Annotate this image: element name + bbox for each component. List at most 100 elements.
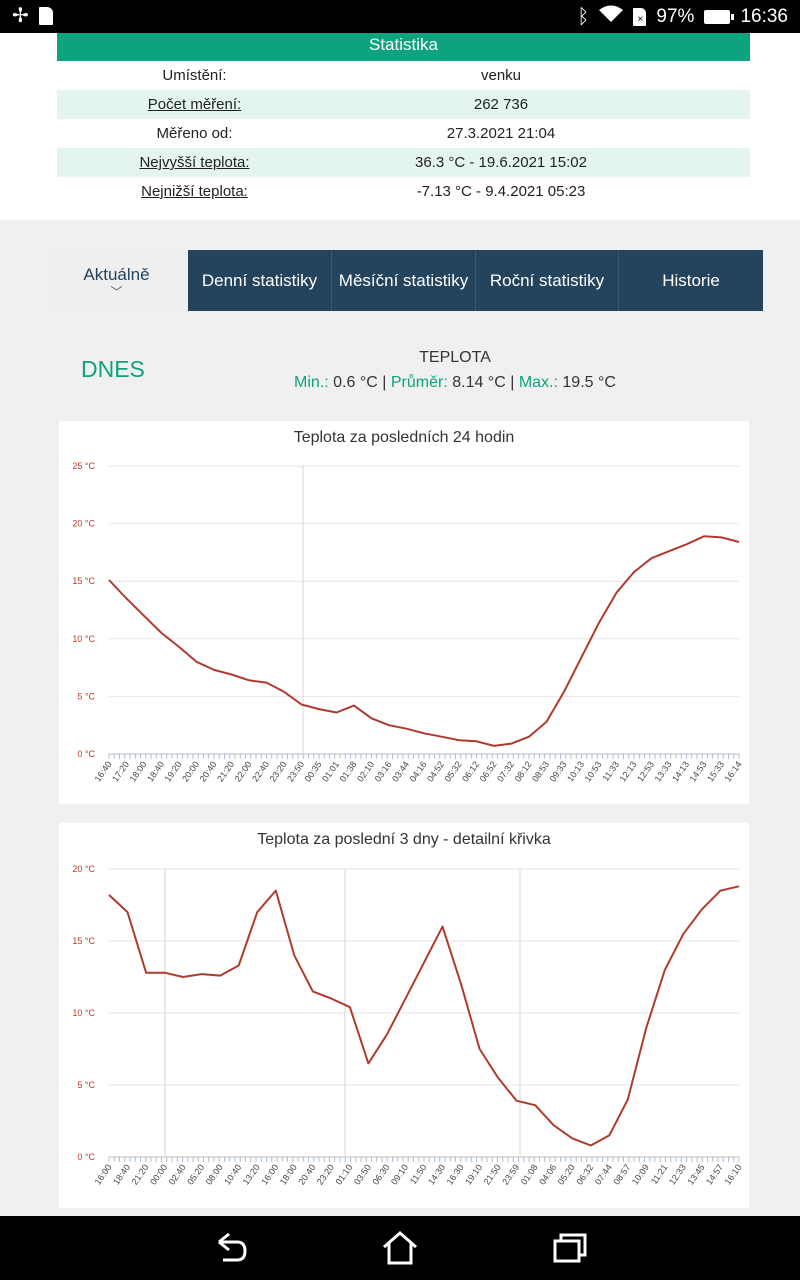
x-tick-label: 05:20 bbox=[185, 1162, 206, 1186]
max-label: Max.: bbox=[518, 374, 558, 391]
recent-apps-button[interactable] bbox=[550, 1230, 590, 1266]
x-tick-label: 17:20 bbox=[110, 759, 131, 783]
x-tick-label: 08:00 bbox=[204, 1162, 225, 1186]
today-label: DNES bbox=[81, 356, 145, 382]
x-tick-label: 21:50 bbox=[482, 1162, 503, 1186]
back-button[interactable] bbox=[211, 1230, 251, 1266]
x-tick-label: 16:00 bbox=[259, 1162, 280, 1186]
chart-title: Teplota za poslední 3 dny - detailní kři… bbox=[257, 831, 551, 848]
stats-value: 27.3.2021 21:04 bbox=[446, 125, 556, 142]
x-tick-label: 20:00 bbox=[180, 759, 201, 783]
tab-yearly-stats[interactable]: Roční statistiky bbox=[476, 250, 619, 311]
stats-section: Statistika Umístění: venku Počet měření:… bbox=[0, 33, 800, 220]
stats-value: 262 736 bbox=[473, 96, 529, 113]
stats-row-max: Nejvyšší teplota: 36.3 °C - 19.6.2021 15… bbox=[57, 148, 750, 177]
x-tick-label: 00:35 bbox=[303, 759, 324, 783]
tab-daily-stats[interactable]: Denní statistiky bbox=[188, 250, 332, 311]
x-tick-label: 01:08 bbox=[519, 1162, 540, 1186]
avg-label: Průměr: bbox=[390, 374, 448, 391]
x-tick-label: 20:40 bbox=[296, 1162, 317, 1186]
temperature-series-line bbox=[108, 535, 740, 747]
x-tick-label: 05:32 bbox=[443, 759, 464, 783]
y-tick-label: 0 °C bbox=[77, 1152, 95, 1162]
x-tick-label: 02:40 bbox=[167, 1162, 188, 1186]
tab-label: Roční statistiky bbox=[489, 270, 605, 290]
x-tick-label: 06:32 bbox=[574, 1162, 595, 1186]
chart-24h: 0 °C 5 °C 10 °C 15 °C 20 °C 25 °C 16:40 17:20 18… bbox=[59, 421, 749, 804]
stats-label-link[interactable]: Nejvyšší teplota: bbox=[139, 154, 250, 171]
x-tick-label: 15:33 bbox=[705, 759, 726, 783]
max-value: 19.5 °C bbox=[562, 374, 616, 391]
x-tick-label: 10:53 bbox=[583, 759, 604, 783]
x-tick-label: 18:00 bbox=[278, 1162, 299, 1186]
stats-row-min: Nejnižší teplota: -7.13 °C - 9.4.2021 05… bbox=[57, 177, 750, 206]
chart-3days-svg: 0 °C5 °C10 °C15 °C20 °C16:0018:4021:2000… bbox=[72, 864, 744, 1187]
clock: 16:36 bbox=[740, 5, 788, 27]
x-tick-label: 09:10 bbox=[389, 1162, 410, 1186]
x-tick-label: 07:44 bbox=[593, 1162, 614, 1186]
x-tick-label: 05:20 bbox=[556, 1162, 577, 1186]
x-tick-label: 23:50 bbox=[285, 759, 306, 783]
y-tick-label: 5 °C bbox=[77, 691, 95, 701]
chart-3days: 0 °C 5 °C 10 °C 15 °C 20 °C 16:00 18:40 21:20 00… bbox=[59, 823, 749, 1208]
x-tick-label: 08:57 bbox=[611, 1162, 632, 1186]
stats-label: Měřeno od: bbox=[156, 125, 233, 142]
x-tick-label: 16:30 bbox=[445, 1162, 466, 1186]
x-tick-label: 14:53 bbox=[688, 759, 709, 783]
no-sim-icon: × bbox=[633, 7, 647, 26]
x-tick-label: 08:12 bbox=[513, 759, 534, 783]
x-tick-label: 08:53 bbox=[530, 759, 551, 783]
separator: | bbox=[382, 374, 387, 391]
stats-row-location: Umístění: venku bbox=[57, 61, 750, 90]
tab-history[interactable]: Historie bbox=[619, 250, 763, 311]
tab-monthly-stats[interactable]: Měsíční statistiky bbox=[332, 250, 476, 311]
navigation-bar bbox=[0, 1216, 800, 1280]
stats-value: -7.13 °C - 9.4.2021 05:23 bbox=[416, 183, 586, 200]
x-tick-label: 11:21 bbox=[649, 1162, 670, 1186]
y-tick-label: 20 °C bbox=[72, 864, 95, 874]
x-tick-label: 10:09 bbox=[630, 1162, 651, 1186]
status-bar: ✢ ᛒ × 97% 16:36 bbox=[0, 0, 800, 33]
x-tick-label: 02:10 bbox=[355, 759, 376, 783]
x-tick-label: 11:33 bbox=[600, 759, 621, 783]
x-tick-label: 23:20 bbox=[315, 1162, 336, 1186]
stats-row-since: Měřeno od: 27.3.2021 21:04 bbox=[57, 119, 750, 148]
wifi-icon bbox=[599, 5, 624, 29]
x-tick-label: 12:13 bbox=[618, 759, 639, 783]
y-tick-label: 15 °C bbox=[72, 936, 95, 946]
x-tick-label: 01:10 bbox=[333, 1162, 354, 1186]
separator: | bbox=[510, 374, 515, 391]
x-tick-label: 19:20 bbox=[163, 759, 184, 783]
tab-label: Aktuálně bbox=[83, 264, 150, 284]
x-tick-label: 07:32 bbox=[495, 759, 516, 783]
x-tick-label: 13:33 bbox=[653, 759, 674, 783]
x-tick-label: 18:40 bbox=[111, 1162, 132, 1186]
x-tick-label: 22:40 bbox=[250, 759, 271, 783]
x-tick-label: 04:06 bbox=[537, 1162, 558, 1186]
stats-label-link[interactable]: Nejnižší teplota: bbox=[141, 183, 248, 200]
x-tick-label: 21:20 bbox=[130, 1162, 151, 1186]
x-tick-label: 23:20 bbox=[268, 759, 289, 783]
x-tick-label: 14:30 bbox=[426, 1162, 447, 1186]
sd-card-icon bbox=[38, 7, 53, 25]
y-tick-label: 15 °C bbox=[72, 576, 95, 586]
x-tick-label: 12:53 bbox=[635, 759, 656, 783]
x-tick-label: 03:16 bbox=[373, 759, 394, 783]
x-tick-label: 16:10 bbox=[723, 1162, 744, 1186]
x-tick-label: 16:14 bbox=[723, 759, 744, 783]
home-button[interactable] bbox=[380, 1230, 420, 1266]
temperature-series-line bbox=[108, 885, 740, 1147]
bluetooth-icon: ᛒ bbox=[577, 5, 590, 28]
stats-label-link[interactable]: Počet měření: bbox=[147, 96, 242, 113]
x-tick-label: 01:01 bbox=[320, 759, 341, 783]
x-tick-label: 23:59 bbox=[500, 1162, 521, 1186]
x-tick-label: 06:30 bbox=[370, 1162, 391, 1186]
x-tick-label: 11:50 bbox=[408, 1162, 429, 1186]
x-tick-label: 20:40 bbox=[198, 759, 219, 783]
battery-icon bbox=[704, 9, 735, 24]
stats-label: Umístění: bbox=[162, 67, 227, 84]
x-tick-label: 03:50 bbox=[352, 1162, 373, 1186]
y-tick-label: 0 °C bbox=[77, 749, 95, 759]
tab-current[interactable]: Aktuálně ﹀ bbox=[45, 250, 188, 311]
x-tick-label: 16:40 bbox=[93, 759, 114, 783]
